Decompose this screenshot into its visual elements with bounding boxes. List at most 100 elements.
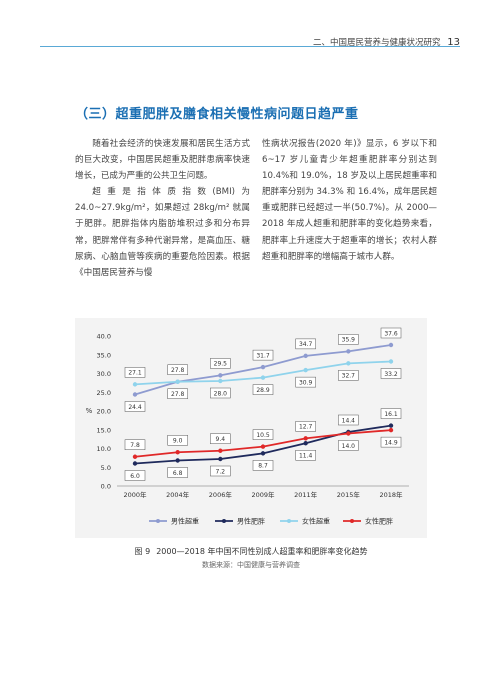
section-title: （三）超重肥胖及膳食相关慢性病问题日趋严重 bbox=[75, 107, 359, 122]
data-label: 27.8 bbox=[171, 367, 185, 374]
data-label: 14.9 bbox=[384, 439, 398, 446]
legend-marker bbox=[350, 519, 354, 523]
data-label-box bbox=[210, 358, 231, 369]
data-point bbox=[346, 349, 351, 354]
data-point bbox=[260, 444, 266, 449]
data-label: 24.4 bbox=[128, 404, 142, 411]
legend-label: 女性肥胖 bbox=[365, 517, 393, 526]
header-section: 二、中国居民营养与健康状况研究 bbox=[313, 38, 441, 48]
figure-label: 图 9 bbox=[134, 547, 151, 556]
data-label: 7.2 bbox=[216, 468, 226, 475]
y-axis-label: % bbox=[86, 407, 93, 415]
data-label-box bbox=[338, 414, 359, 426]
data-label-box bbox=[380, 408, 402, 419]
data-point bbox=[260, 364, 266, 370]
data-label-box bbox=[167, 388, 188, 399]
y-tick-label: 40.0 bbox=[97, 333, 111, 341]
data-point bbox=[346, 361, 351, 366]
y-tick-label: 0.0 bbox=[101, 483, 111, 491]
x-tick-label: 2011年 bbox=[294, 490, 318, 499]
legend-label: 女性超重 bbox=[302, 517, 330, 526]
data-point bbox=[132, 392, 138, 397]
data-label-box bbox=[338, 334, 359, 345]
paragraph: 性病状况报告(2020 年)》显示，6 岁以下和 6~17 岁儿童青少年超重肥胖… bbox=[262, 139, 437, 262]
figure-caption: 图 9 2000—2018 年中国不同性别成人超重率和肥胖率变化趋势 bbox=[75, 546, 427, 557]
data-label: 14.0 bbox=[342, 443, 356, 450]
data-label-box bbox=[124, 401, 146, 412]
x-tick-label: 2015年 bbox=[337, 490, 361, 499]
data-label-box bbox=[210, 433, 231, 444]
data-label-box bbox=[338, 370, 359, 381]
data-label-box bbox=[295, 376, 316, 388]
y-tick-label: 30.0 bbox=[97, 370, 111, 378]
data-point bbox=[388, 423, 394, 428]
data-label-box bbox=[167, 364, 188, 375]
figure-title: 2000—2018 年中国不同性别成人超重率和肥胖率变化趋势 bbox=[156, 547, 368, 556]
data-label: 9.0 bbox=[173, 438, 183, 445]
data-label: 30.9 bbox=[299, 379, 313, 386]
data-label-box bbox=[295, 421, 316, 432]
data-label: 6.8 bbox=[173, 470, 183, 477]
data-label-box bbox=[380, 327, 402, 339]
legend-marker bbox=[156, 519, 160, 523]
data-label: 28.9 bbox=[256, 387, 270, 394]
x-tick-label: 2004年 bbox=[166, 490, 190, 499]
data-point bbox=[132, 461, 138, 466]
legend-label: 男性肥胖 bbox=[237, 517, 265, 526]
header-rule bbox=[40, 46, 460, 47]
legend-marker bbox=[222, 519, 226, 523]
data-label-box bbox=[124, 439, 146, 450]
y-tick-label: 15.0 bbox=[97, 426, 111, 434]
data-point bbox=[388, 427, 394, 433]
data-point bbox=[175, 450, 180, 455]
data-label-box bbox=[124, 470, 146, 481]
data-point bbox=[303, 436, 308, 441]
paragraph: 随着社会经济的快速发展和居民生活方式的巨大改变，中国居民超重及肥胖患病率快速增长… bbox=[75, 139, 250, 182]
data-label-box bbox=[338, 440, 359, 451]
data-label-box bbox=[124, 367, 146, 378]
data-label: 9.4 bbox=[216, 436, 226, 443]
y-tick-label: 20.0 bbox=[97, 408, 111, 416]
data-label: 34.7 bbox=[299, 341, 313, 348]
data-point bbox=[260, 451, 266, 456]
y-tick-label: 5.0 bbox=[101, 464, 111, 472]
data-label-box bbox=[167, 435, 188, 446]
legend-marker bbox=[287, 519, 291, 523]
data-label: 12.7 bbox=[299, 424, 313, 431]
data-label-box bbox=[380, 436, 402, 448]
data-label: 11.4 bbox=[299, 453, 313, 460]
data-label: 27.8 bbox=[171, 391, 185, 398]
data-label: 7.8 bbox=[130, 442, 140, 449]
data-label-box bbox=[252, 429, 274, 440]
data-point bbox=[218, 373, 223, 378]
x-tick-label: 2006年 bbox=[209, 490, 233, 499]
data-label-box bbox=[167, 467, 188, 478]
line-chart: 0.0 5.0 10.0 15.0 20.0 25.0 30.0 35.0 40.0% 2000年… bbox=[86, 327, 409, 526]
data-point bbox=[132, 454, 138, 459]
data-label: 16.1 bbox=[384, 411, 398, 418]
data-point bbox=[218, 448, 223, 453]
data-label-box bbox=[295, 338, 316, 350]
figure-source: 数据来源：中国健康与营养调查 bbox=[202, 561, 300, 569]
x-tick-label: 2018年 bbox=[379, 490, 403, 499]
data-label: 33.2 bbox=[384, 371, 398, 378]
data-label: 14.4 bbox=[342, 417, 356, 424]
data-label: 27.1 bbox=[128, 370, 142, 377]
legend-label: 男性超重 bbox=[171, 517, 199, 526]
paragraph: 超重是指体质指数(BMI)为 24.0~27.9kg/m²，如果超过 28kg/… bbox=[75, 187, 250, 278]
data-label-box bbox=[252, 384, 274, 395]
data-label: 8.7 bbox=[258, 463, 268, 470]
page-number: 13 bbox=[447, 37, 460, 48]
data-point bbox=[346, 431, 351, 436]
right-column: 性病状况报告(2020 年)》显示，6 岁以下和 6~17 岁儿童青少年超重肥胖… bbox=[262, 136, 437, 265]
chart-figure: 0.0 5.0 10.0 15.0 20.0 25.0 30.0 35.0 40.0% 2000年… bbox=[75, 318, 427, 538]
data-label: 6.0 bbox=[130, 473, 140, 480]
data-label: 31.7 bbox=[256, 352, 270, 359]
data-label: 37.6 bbox=[384, 330, 398, 337]
data-point bbox=[303, 353, 308, 359]
data-label: 35.9 bbox=[342, 337, 356, 344]
data-label: 32.7 bbox=[342, 373, 356, 380]
data-label: 29.5 bbox=[214, 361, 228, 368]
data-label-box bbox=[252, 349, 274, 361]
x-tick-label: 2000年 bbox=[123, 490, 147, 499]
